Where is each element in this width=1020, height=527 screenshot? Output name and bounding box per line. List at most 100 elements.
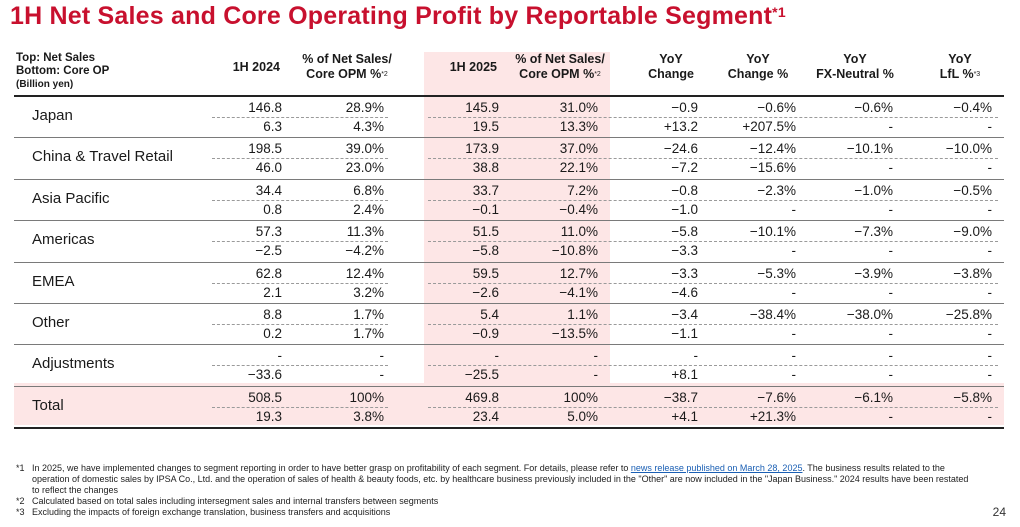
net-sales-yoy-change-pct-cell: −10.1% [749, 224, 796, 240]
row-dotted-divider [212, 365, 388, 367]
core-op-fx-neutral-cell: - [888, 201, 894, 217]
net-sales-pct2024-cell: 6.8% [353, 182, 384, 198]
unit-label: Top: Net Sales Bottom: Core OP (Billion … [16, 52, 109, 91]
net-sales-yoy-change-pct-cell: −12.4% [749, 141, 796, 157]
net-sales-fx-neutral-cell: −7.3% [854, 224, 893, 240]
row-dotted-divider [428, 158, 998, 160]
core-op-1h2025-cell: −0.9 [472, 326, 499, 341]
header-yoyp-l2: Change % [727, 67, 789, 81]
net-sales-lfl-cell: −0.4% [953, 100, 992, 115]
news-release-link[interactable]: news release published on March 28, 2025 [630, 463, 803, 473]
segment-name: Americas [32, 231, 95, 249]
net-sales-fx-neutral-cell: - [888, 348, 894, 364]
net-sales-1h2025-cell: 59.5 [472, 265, 499, 281]
unit-label-bottom: Bottom: Core OP [16, 65, 110, 77]
net-sales-pct2025-cell: 7.2% [567, 182, 598, 198]
row-dotted-divider [212, 199, 388, 201]
page-title: 1H Net Sales and Core Operating Profit b… [10, 2, 786, 31]
core-op-yoy-change-cell: −7.2 [671, 160, 698, 176]
header-1h2024: 1H 2024 [210, 60, 280, 75]
row-divider [14, 303, 1004, 304]
row-dotted-divider [212, 406, 388, 408]
row-divider [14, 178, 1004, 180]
header-yoy-change: YoY Change [636, 52, 706, 82]
core-op-fx-neutral-cell: - [888, 326, 894, 341]
core-op-yoy-change-pct-cell: - [791, 243, 797, 259]
core-op-1h2025-cell: 19.5 [472, 119, 499, 134]
net-sales-yoy-change-pct-cell: −5.3% [757, 265, 796, 281]
header-lfl-l2: LfL % [939, 67, 974, 81]
core-op-1h2024-cell: −2.5 [255, 243, 282, 259]
core-op-pct2024-cell: 23.0% [345, 160, 384, 176]
net-sales-1h2024-cell: 62.8 [255, 265, 282, 281]
core-op-fx-neutral-cell: - [888, 243, 894, 259]
net-sales-yoy-change-cell: −0.8 [671, 182, 698, 198]
net-sales-yoy-change-pct-cell: - [791, 348, 797, 364]
net-sales-yoy-change-cell: - [693, 348, 699, 364]
header-lfl-l1: YoY [948, 52, 972, 66]
header-pct2024-l2: Core OPM % [306, 67, 382, 81]
segment-name: China & Travel Retail [32, 148, 173, 166]
core-op-1h2025-cell: −2.6 [472, 284, 499, 300]
net-sales-pct2025-cell: - [593, 348, 599, 364]
net-sales-1h2024-cell: 508.5 [248, 389, 282, 405]
header-fx-l2: FX-Neutral % [816, 67, 894, 81]
row-dotted-divider [428, 406, 998, 408]
net-sales-yoy-change-pct-cell: −0.6% [757, 100, 796, 115]
page-title-text: 1H Net Sales and Core Operating Profit b… [10, 2, 773, 30]
core-op-lfl-cell: - [987, 326, 993, 341]
footnote-1: *1 In 2025, we have implemented changes … [16, 463, 976, 496]
unit-label-unit: (Billion yen) [16, 79, 74, 90]
footnote-1-pre: In 2025, we have implemented changes to … [32, 463, 631, 473]
footnote-1-text: In 2025, we have implemented changes to … [32, 463, 976, 496]
core-op-lfl-cell: - [987, 284, 993, 300]
header-pct2025: % of Net Sales/ Core OPM %*2 [506, 52, 614, 82]
net-sales-pct2025-cell: 1.1% [567, 307, 598, 322]
core-op-1h2024-cell: 46.0 [255, 160, 282, 176]
core-op-lfl-cell: - [987, 201, 993, 217]
net-sales-1h2024-cell: 57.3 [255, 224, 282, 240]
header-divider [14, 95, 1004, 97]
core-op-1h2024-cell: 0.2 [263, 326, 282, 341]
segment-name: Adjustments [32, 355, 115, 373]
core-op-yoy-change-cell: −4.6 [671, 284, 698, 300]
header-pct2025-l2: Core OPM % [519, 67, 595, 81]
core-op-yoy-change-pct-cell: +207.5% [742, 119, 796, 134]
net-sales-lfl-cell: −9.0% [953, 224, 992, 240]
net-sales-pct2024-cell: - [379, 348, 385, 364]
core-op-fx-neutral-cell: - [888, 160, 894, 176]
unit-label-top: Top: Net Sales [16, 52, 96, 64]
footnote-1-marker: *1 [16, 463, 25, 473]
core-op-yoy-change-cell: +8.1 [671, 367, 698, 383]
core-op-1h2024-cell: −33.6 [247, 367, 282, 383]
row-divider [14, 261, 1004, 263]
table-bottom-border [14, 427, 1004, 430]
net-sales-pct2025-cell: 11.0% [560, 224, 598, 240]
net-sales-lfl-cell: - [987, 348, 993, 364]
core-op-lfl-cell: - [987, 243, 993, 259]
core-op-pct2024-cell: 2.4% [353, 201, 384, 217]
row-dotted-divider [212, 117, 388, 118]
row-divider [14, 137, 1004, 139]
row-dotted-divider [428, 282, 998, 284]
table-row: Adjustments - - - - - - - - −33.6 - −25.5 - +8.1 - - - [0, 345, 1020, 387]
footnote-3: *3 Excluding the impacts of foreign exch… [16, 507, 976, 518]
segment-name: EMEA [32, 272, 75, 290]
net-sales-1h2025-cell: 469.8 [465, 389, 499, 405]
segment-name: Japan [32, 107, 73, 124]
footnote-3-text: Excluding the impacts of foreign exchang… [32, 507, 391, 517]
core-op-yoy-change-pct-cell: - [791, 367, 797, 383]
core-op-yoy-change-pct-cell: - [791, 284, 797, 300]
net-sales-yoy-change-cell: −38.7 [663, 389, 698, 405]
net-sales-fx-neutral-cell: −6.1% [854, 389, 893, 405]
net-sales-fx-neutral-cell: −0.6% [854, 100, 893, 115]
core-op-pct2025-cell: 13.3% [559, 119, 598, 134]
net-sales-pct2024-cell: 39.0% [345, 141, 384, 157]
core-op-1h2025-cell: −25.5 [464, 367, 499, 383]
net-sales-lfl-cell: −5.8% [953, 389, 992, 405]
net-sales-yoy-change-cell: −24.6 [663, 141, 698, 157]
core-op-fx-neutral-cell: - [888, 119, 894, 134]
core-op-pct2024-cell: −4.2% [345, 243, 384, 259]
core-op-yoy-change-pct-cell: −15.6% [749, 160, 796, 176]
core-op-pct2025-cell: −10.8% [551, 243, 598, 259]
